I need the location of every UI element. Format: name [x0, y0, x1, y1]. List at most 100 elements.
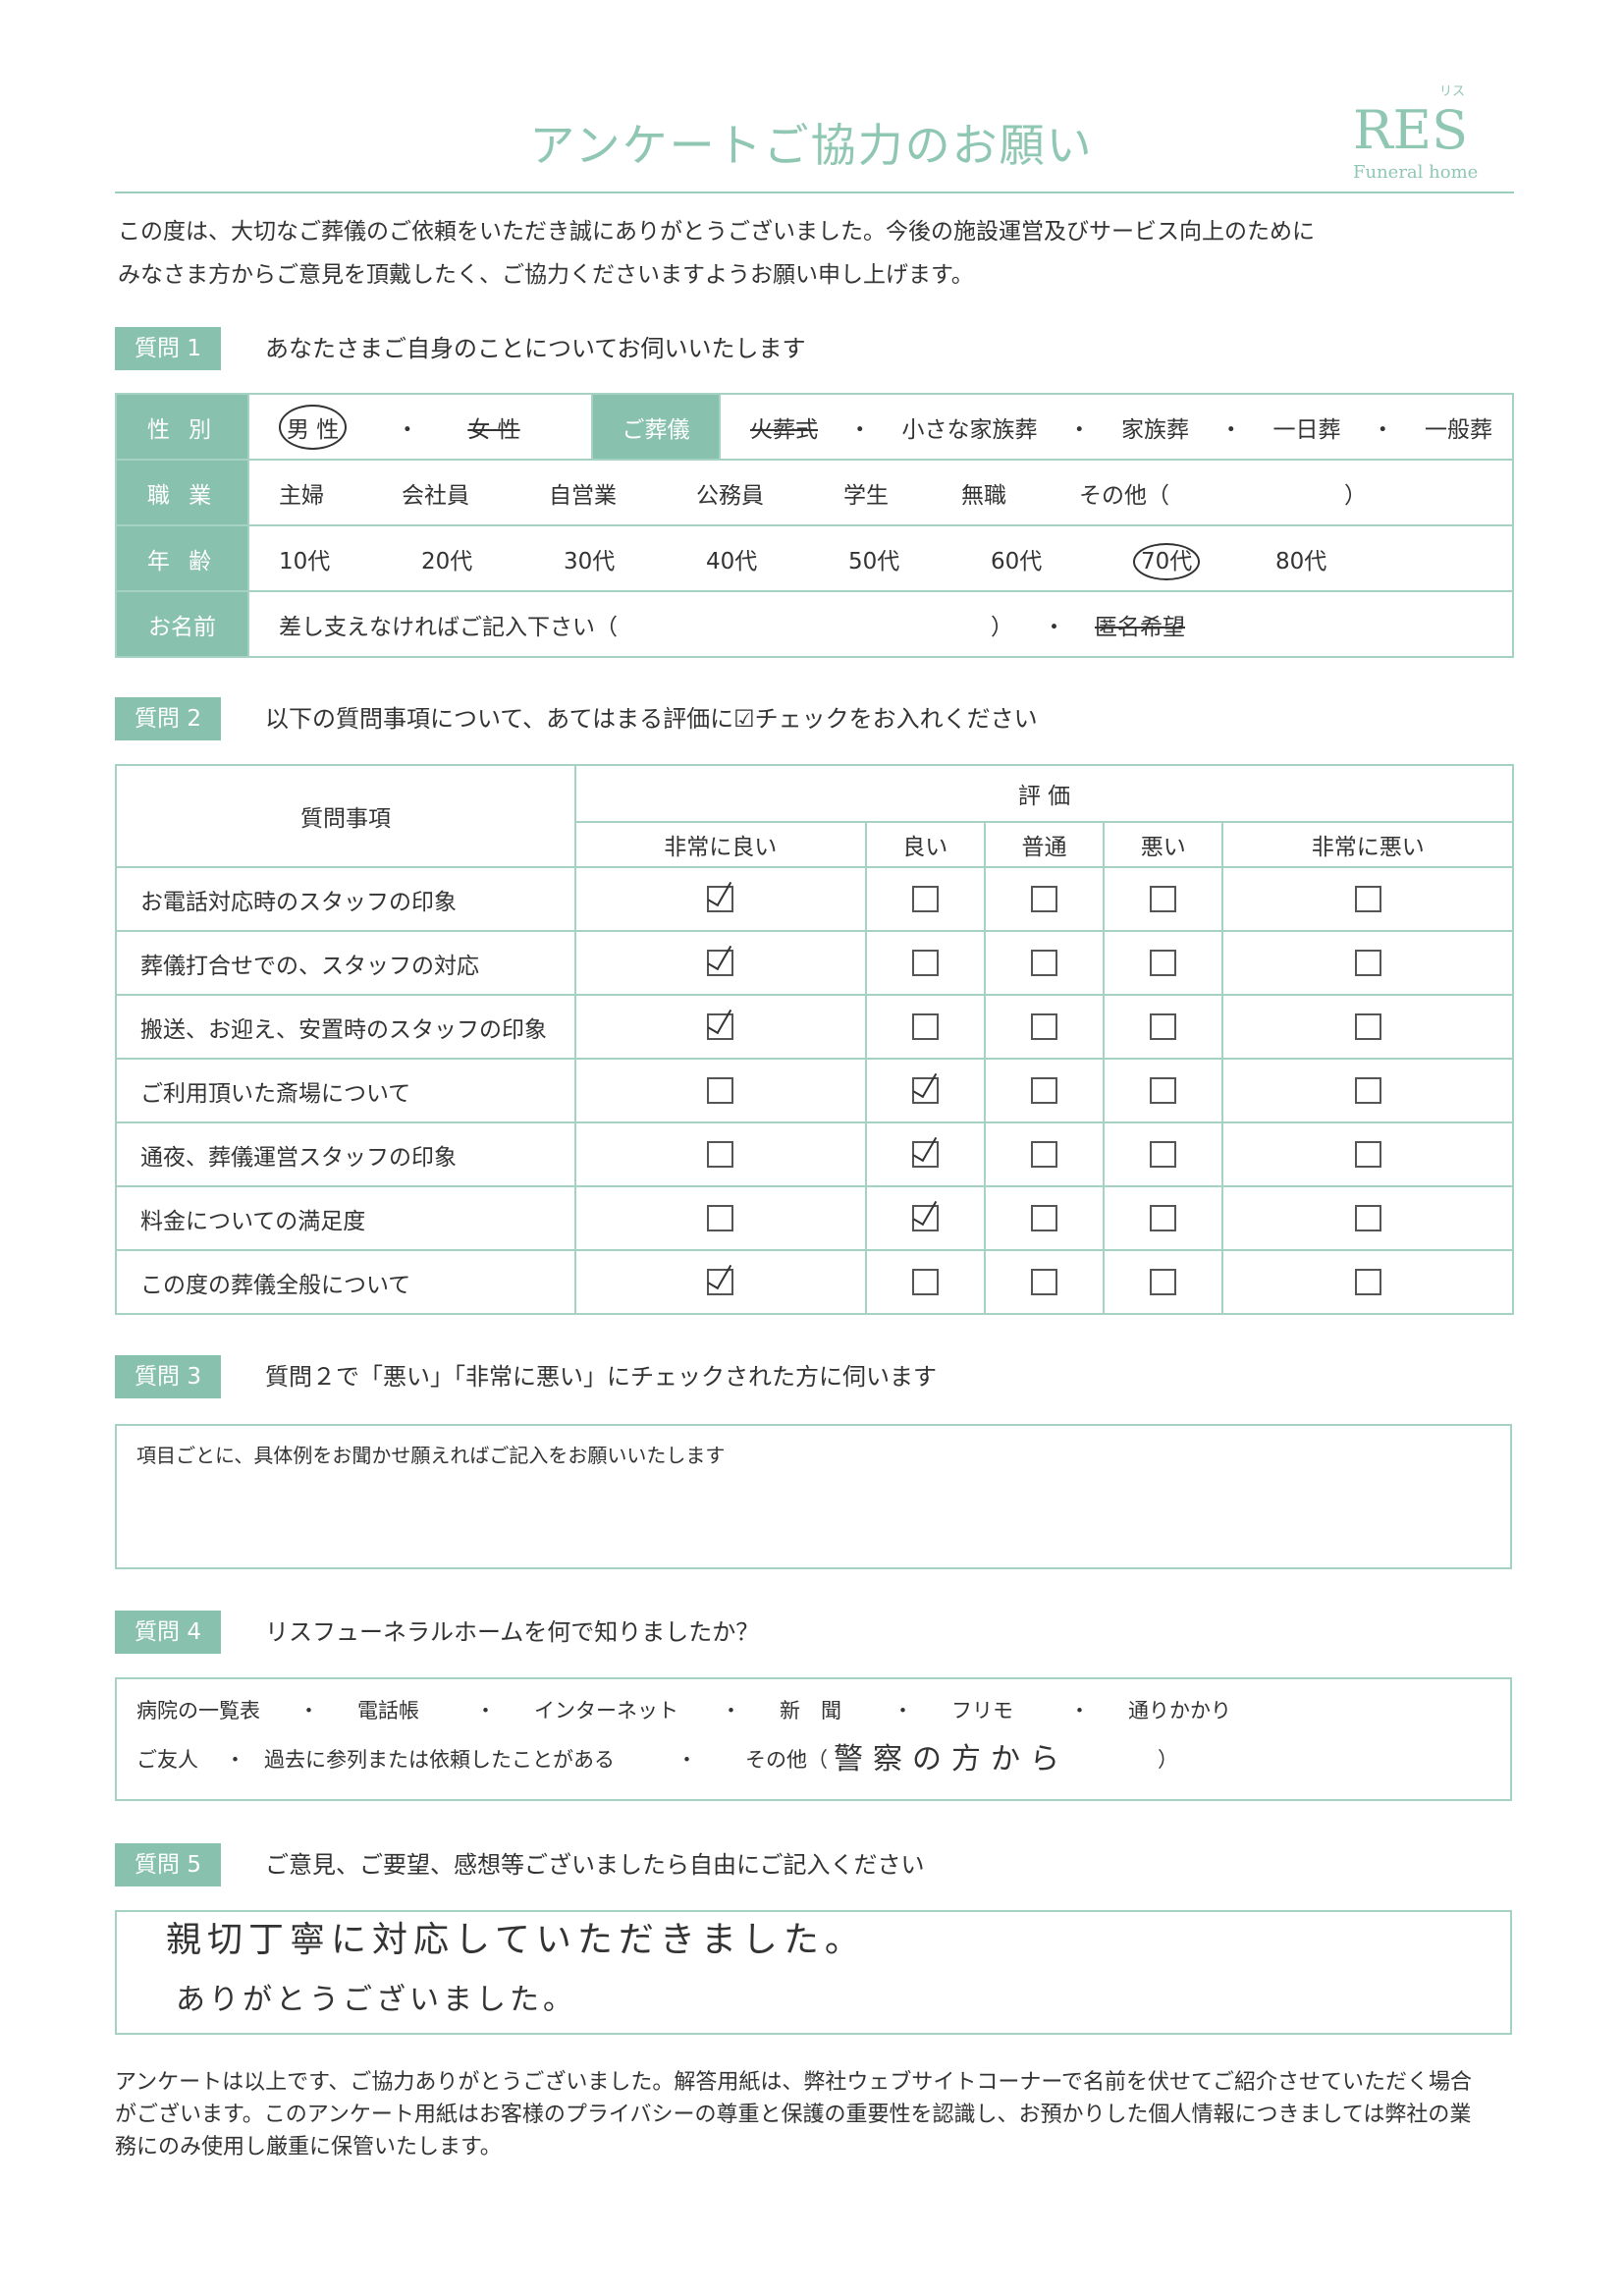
table-row: この度の葬儀全般について [115, 1249, 1514, 1315]
rating-checkbox[interactable] [1030, 1205, 1057, 1231]
rating-checkbox[interactable] [1354, 886, 1381, 912]
option-age-30[interactable]: 30代 [564, 548, 616, 574]
option-age-10[interactable]: 10代 [279, 548, 331, 574]
rating-checkbox[interactable] [1030, 950, 1057, 976]
rating-checkbox[interactable] [707, 1141, 734, 1168]
rating-checkbox[interactable] [1354, 950, 1381, 976]
separator: ・ [848, 416, 872, 443]
q5-text: ご意見、ご要望、感想等ございましたら自由にご記入ください [265, 1851, 925, 1879]
rating-cell [1221, 1249, 1514, 1315]
rating-cell [983, 866, 1106, 932]
rating-cell [864, 1121, 986, 1187]
rating-checkbox[interactable] [1354, 1205, 1381, 1231]
source-option[interactable]: 病院の一覧表 [136, 1699, 260, 1722]
rating-checkbox[interactable] [911, 886, 939, 912]
rating-checkbox[interactable] [1150, 1269, 1177, 1295]
q5-answer-box[interactable]: 親切丁寧に対応していただきました。 ありがとうございました。 [115, 1910, 1512, 2035]
rating-checkbox[interactable] [911, 1269, 939, 1295]
rating-cell [1221, 1058, 1514, 1123]
rating-checkbox[interactable] [707, 1269, 734, 1295]
option-self-employed[interactable]: 自営業 [549, 482, 617, 509]
option-civil-servant[interactable]: 公務員 [696, 482, 764, 509]
question-item: 料金についての満足度 [115, 1185, 576, 1251]
rating-cell [1103, 1058, 1224, 1123]
rating-cell [574, 994, 867, 1060]
rating-checkbox[interactable] [1150, 950, 1177, 976]
option-employee[interactable]: 会社員 [402, 482, 469, 509]
option-age-40[interactable]: 40代 [706, 548, 758, 574]
rating-checkbox[interactable] [1150, 886, 1177, 912]
rating-checkbox[interactable] [1030, 1269, 1057, 1295]
separator: ・ [1067, 416, 1091, 443]
rating-checkbox[interactable] [911, 1013, 939, 1040]
rating-checkbox[interactable] [707, 1077, 734, 1104]
option-general[interactable]: 一般葬 [1425, 416, 1492, 443]
rating-checkbox[interactable] [707, 886, 734, 912]
option-age-20[interactable]: 20代 [421, 548, 473, 574]
source-option[interactable]: 通りかかり [1128, 1699, 1231, 1722]
rating-checkbox[interactable] [1150, 1077, 1177, 1104]
separator: ・ [1219, 416, 1243, 443]
name-label: お名前 [115, 590, 249, 658]
rating-checkbox[interactable] [707, 1205, 734, 1231]
rating-checkbox[interactable] [911, 1141, 939, 1168]
rating-checkbox[interactable] [1030, 886, 1057, 912]
rating-checkbox[interactable] [1150, 1141, 1177, 1168]
option-family[interactable]: 家族葬 [1121, 416, 1189, 443]
option-student[interactable]: 学生 [843, 482, 889, 509]
rating-checkbox[interactable] [1354, 1013, 1381, 1040]
q2-text: 以下の質問事項について、あてはまる評価に☑チェックをお入れください [265, 705, 1038, 733]
rating-checkbox[interactable] [1354, 1269, 1381, 1295]
paren-close: ） [1158, 1748, 1178, 1772]
logo-main: RES [1353, 99, 1469, 161]
table-row: 通夜、葬儀運営スタッフの印象 [115, 1121, 1514, 1187]
rating-checkbox[interactable] [1354, 1077, 1381, 1104]
option-male[interactable]: 男 性 [279, 404, 348, 450]
source-option[interactable]: フリモ [951, 1699, 1013, 1722]
source-option[interactable]: ご友人 [136, 1748, 198, 1772]
rating-checkbox[interactable] [1030, 1077, 1057, 1104]
source-option[interactable]: インターネット [534, 1699, 678, 1722]
rating-cell [574, 1249, 867, 1315]
rating-checkbox[interactable] [1150, 1205, 1177, 1231]
option-age-80[interactable]: 80代 [1275, 548, 1327, 574]
source-option[interactable]: 過去に参列または依頼したことがある [264, 1748, 615, 1772]
option-cremation[interactable]: 火葬式 [750, 416, 818, 443]
option-housewife[interactable]: 主婦 [279, 482, 324, 509]
option-unemployed[interactable]: 無職 [961, 482, 1006, 509]
rating-cell [983, 930, 1106, 996]
rating-cell [1221, 930, 1514, 996]
separator: ・ [676, 1748, 697, 1772]
option-other[interactable]: その他（ [1079, 482, 1169, 509]
source-option[interactable]: 新 聞 [780, 1699, 841, 1722]
q1-text: あなたさまご自身のことについてお伺いいたします [265, 335, 806, 362]
rating-checkbox[interactable] [1030, 1141, 1057, 1168]
q3-prompt: 項目ごとに、具体例をお聞かせ願えればご記入をお願いいたします [136, 1444, 726, 1467]
option-age-60[interactable]: 60代 [991, 548, 1043, 574]
rating-checkbox[interactable] [707, 1013, 734, 1040]
rating-checkbox[interactable] [911, 950, 939, 976]
option-small-family[interactable]: 小さな家族葬 [901, 416, 1038, 443]
rating-cell [1221, 1121, 1514, 1187]
rating-checkbox[interactable] [707, 950, 734, 976]
rating-cell [574, 1058, 867, 1123]
funeral-label: ご葬儀 [591, 393, 721, 461]
source-option[interactable]: 電話帳 [357, 1699, 419, 1722]
name-prompt[interactable]: 差し支えなければご記入下さい（ [279, 614, 618, 640]
rating-checkbox[interactable] [1030, 1013, 1057, 1040]
rating-checkbox[interactable] [1354, 1141, 1381, 1168]
rating-checkbox[interactable] [911, 1205, 939, 1231]
page-title: アンケートご協力のお願い [529, 119, 1094, 172]
option-age-50[interactable]: 50代 [848, 548, 900, 574]
source-option[interactable]: その他（ [745, 1748, 828, 1772]
option-age-70[interactable]: 70代 [1133, 542, 1201, 580]
rating-checkbox[interactable] [1150, 1013, 1177, 1040]
rating-cell [574, 930, 867, 996]
option-anonymous[interactable]: 匿名希望 [1095, 614, 1185, 640]
option-female[interactable]: 女 性 [467, 416, 520, 443]
rating-checkbox[interactable] [911, 1077, 939, 1104]
q3-answer-box[interactable]: 項目ごとに、具体例をお聞かせ願えればご記入をお願いいたします [115, 1424, 1512, 1569]
rating-header: 非常に良い [574, 821, 867, 868]
option-one-day[interactable]: 一日葬 [1272, 416, 1341, 443]
intro-line-2: みなさま方からご意見を頂戴したく、ご協力くださいますようお願い申し上げます。 [118, 262, 974, 288]
